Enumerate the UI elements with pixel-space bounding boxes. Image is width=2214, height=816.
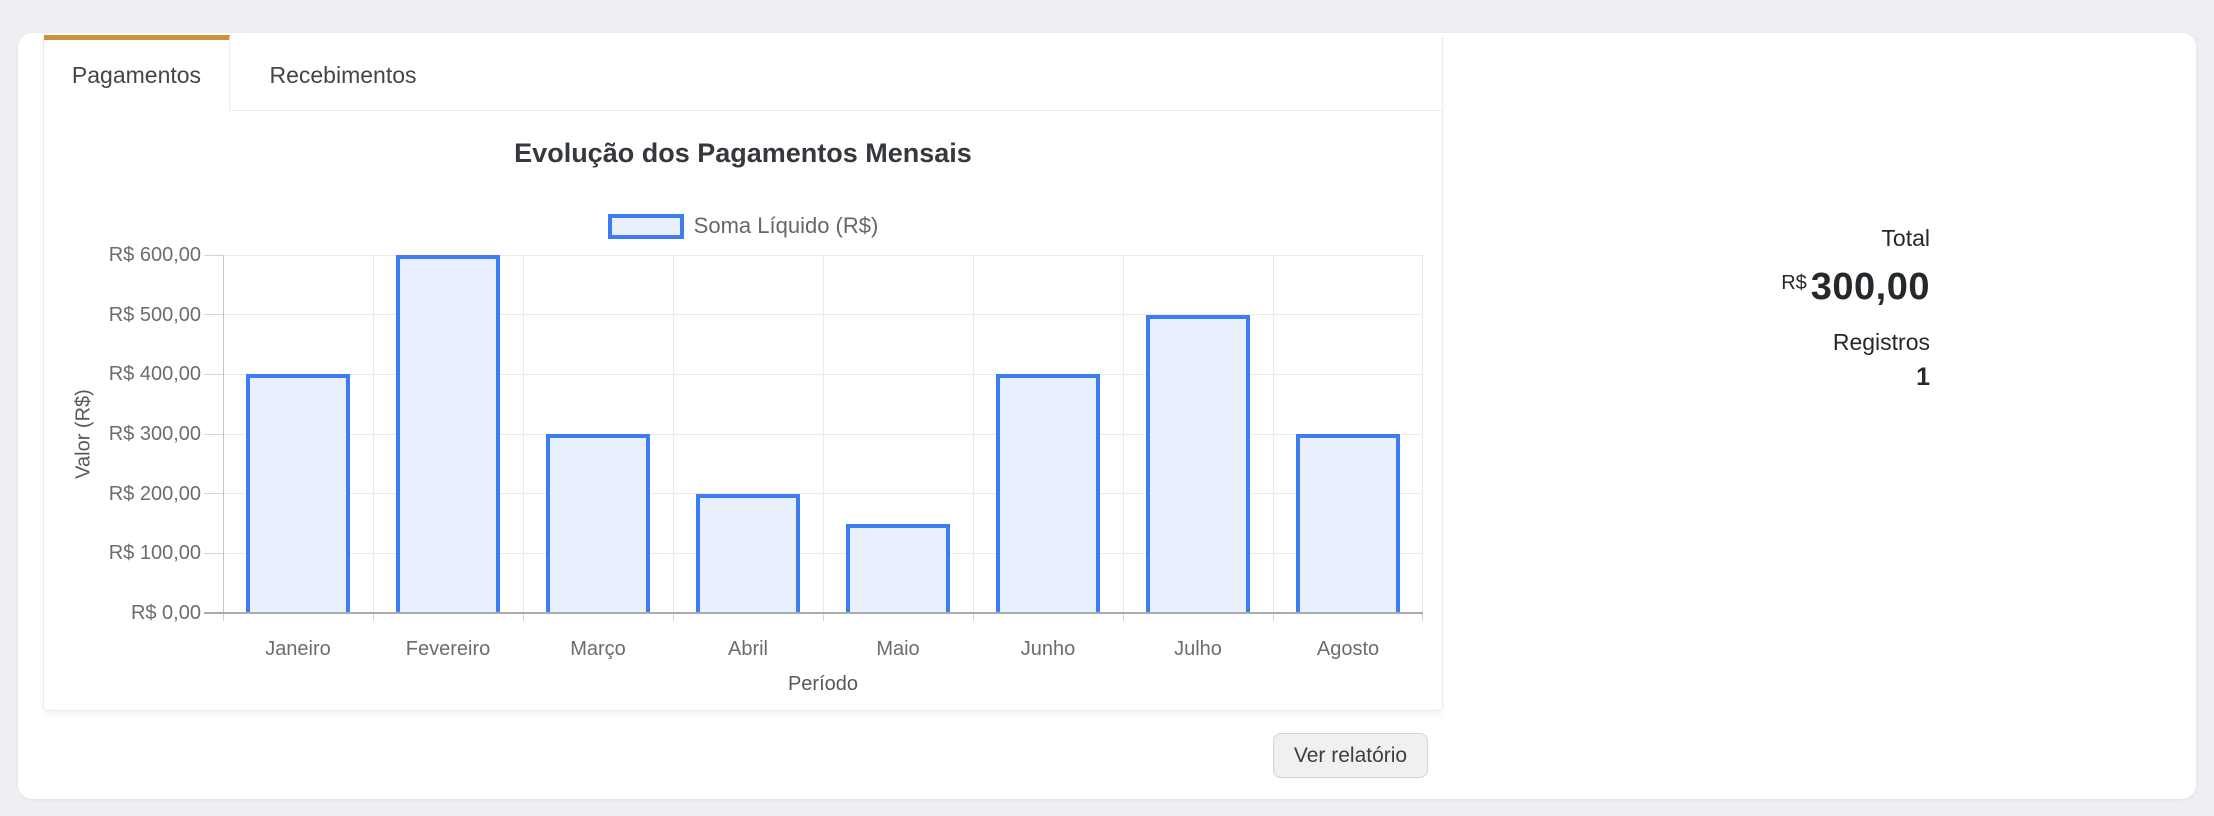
x-tick-mark: [823, 613, 824, 621]
x-tick-label: Junho: [1020, 638, 1076, 660]
y-tick-label: R$ 0,00: [130, 602, 201, 624]
y-tick-mark: [204, 493, 223, 495]
plot-area: [204, 254, 1423, 621]
x-tick-mark: [1422, 613, 1423, 621]
x-axis-tick-labels: Janeiro Fevereiro Março Abril Maio Junho Julho…: [223, 638, 1423, 662]
gridline-vertical: [373, 255, 374, 613]
y-tick-mark: [204, 433, 223, 435]
tab-recebimentos[interactable]: Recebimentos: [230, 35, 456, 110]
bar-abril[interactable]: [696, 493, 800, 613]
tab-bar: Pagamentos Recebimentos: [44, 35, 1442, 111]
x-tick-label: Abril: [727, 638, 768, 660]
y-tick-mark: [204, 552, 223, 554]
x-tick-label: Fevereiro: [405, 638, 491, 660]
registros-value: 1: [1916, 363, 1930, 391]
gridline-vertical: [1422, 255, 1423, 613]
x-axis-title: Período: [787, 673, 859, 695]
y-axis-line: [223, 255, 224, 613]
y-tick-label: R$ 300,00: [108, 423, 201, 445]
bar-março[interactable]: [546, 434, 650, 613]
tab-pagamentos-label: Pagamentos: [71, 62, 202, 88]
tab-recebimentos-label: Recebimentos: [269, 61, 417, 88]
y-tick-label: R$ 200,00: [108, 482, 201, 505]
dashboard-card: Pagamentos Recebimentos Evolução dos Pag…: [18, 33, 2196, 799]
x-tick-mark: [1273, 613, 1274, 621]
legend-swatch: [607, 213, 684, 239]
gridline-vertical: [1273, 255, 1274, 613]
x-tick-label: Maio: [876, 638, 920, 660]
y-axis-tick-labels: R$ 0,00 R$ 100,00 R$ 200,00 R$ 300,00 R$ 400…: [44, 244, 204, 624]
payments-evolution-chart: Evolução dos Pagamentos Mensais Soma Líq…: [44, 110, 1442, 711]
x-tick-mark: [223, 613, 224, 621]
gridline-vertical: [523, 255, 524, 613]
y-tick-label: R$ 400,00: [108, 363, 201, 386]
bar-maio[interactable]: [846, 523, 950, 613]
y-tick-label: R$ 500,00: [108, 303, 201, 326]
chart-legend-item[interactable]: Soma Líquido (R$): [44, 213, 1442, 239]
total-amount: 300,00: [1810, 266, 1930, 308]
view-report-button[interactable]: Ver relatório: [1273, 733, 1428, 778]
x-tick-label: Março: [570, 638, 626, 660]
currency-symbol: R$: [1781, 272, 1807, 294]
y-tick-mark: [204, 373, 223, 375]
y-tick-mark: [204, 314, 223, 316]
legend-label: Soma Líquido (R$): [693, 213, 879, 238]
tab-pagamentos[interactable]: Pagamentos: [44, 35, 230, 111]
gridline-vertical: [673, 255, 674, 613]
x-tick-mark: [1123, 613, 1124, 621]
registros-label: Registros: [1832, 329, 1930, 355]
bar-janeiro[interactable]: [246, 374, 350, 613]
x-tick-label: Janeiro: [265, 638, 331, 660]
gridline-vertical: [1123, 255, 1124, 613]
gridline-vertical: [973, 255, 974, 613]
chart-panel: Pagamentos Recebimentos Evolução dos Pag…: [43, 35, 1443, 711]
total-label: Total: [1881, 225, 1930, 251]
x-tick-mark: [523, 613, 524, 621]
total-value: R$ 300,00: [1478, 263, 1930, 315]
bar-junho[interactable]: [996, 374, 1100, 613]
x-tick-mark: [373, 613, 374, 621]
bar-fevereiro[interactable]: [396, 255, 500, 613]
x-tick-label: Agosto: [1316, 638, 1380, 660]
y-tick-label: R$ 100,00: [108, 542, 201, 565]
bar-agosto[interactable]: [1296, 434, 1400, 613]
x-tick-label: Julho: [1174, 638, 1222, 660]
x-tick-mark: [973, 613, 974, 621]
x-tick-mark: [673, 613, 674, 621]
x-axis-line: [204, 612, 1423, 614]
chart-title: Evolução dos Pagamentos Mensais: [514, 138, 972, 168]
gridline-vertical: [823, 255, 824, 613]
bar-julho[interactable]: [1146, 314, 1250, 613]
y-tick-mark: [204, 254, 223, 256]
summary-panel: Total R$ 300,00 Registros 1: [1478, 225, 1930, 391]
y-tick-label: R$ 600,00: [108, 244, 201, 266]
